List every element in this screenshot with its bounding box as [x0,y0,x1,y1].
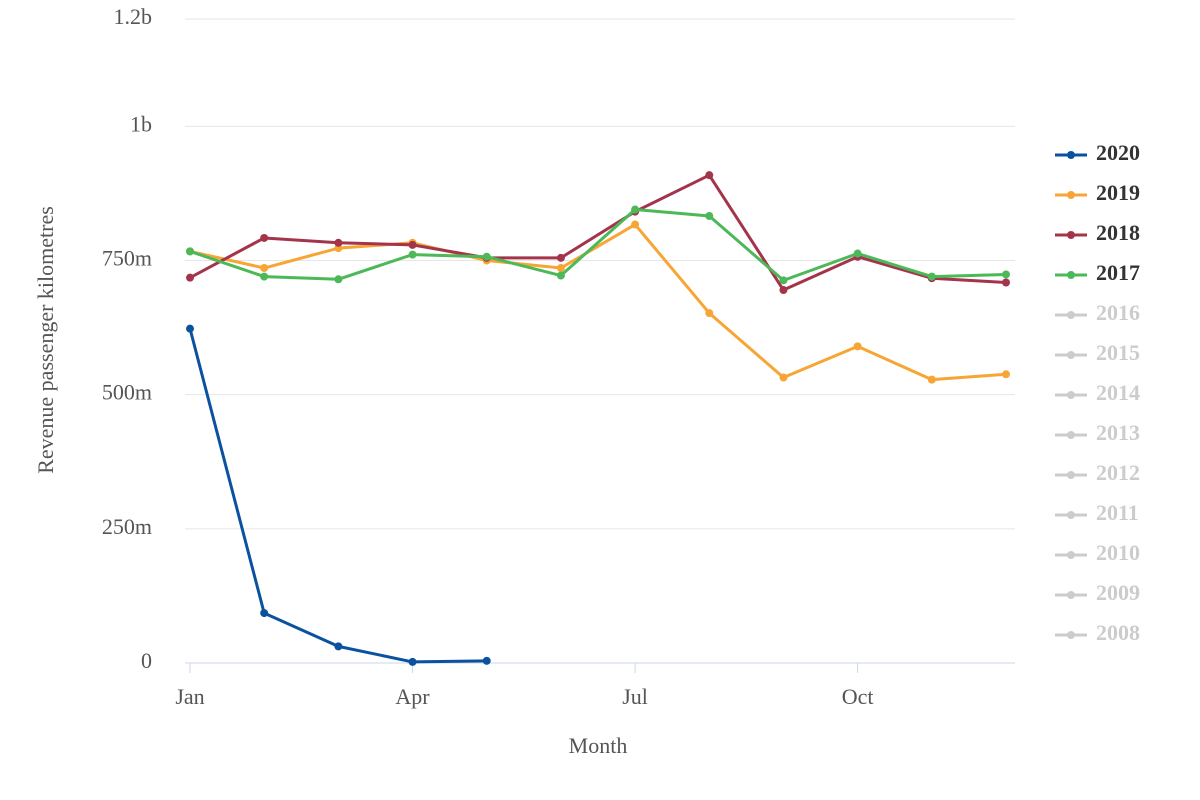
legend-marker [1067,511,1075,519]
legend-marker [1067,431,1075,439]
point [260,609,269,618]
x-axis-title: Month [569,733,628,758]
point [186,273,194,282]
x-tick-label: Apr [395,684,430,709]
point [853,249,862,258]
point [927,272,936,281]
point [482,252,491,261]
point [556,264,565,273]
point [1002,270,1010,279]
x-tick-label: Oct [842,684,874,709]
legend-marker [1067,471,1075,479]
legend-label: 2012 [1096,460,1140,485]
legend-marker [1067,231,1075,239]
point [260,264,269,273]
series-line [189,208,1007,282]
x-tick-label: Jul [622,684,648,709]
point [705,309,714,318]
legend-marker [1067,271,1075,279]
legend-marker [1067,151,1075,159]
point [705,211,714,220]
y-tick-label: 1b [130,111,152,136]
legend-label: 2015 [1096,340,1140,365]
legend-marker [1067,191,1075,199]
legend-label: 2009 [1096,580,1140,605]
legend-marker [1067,351,1075,359]
point [260,272,269,281]
point [556,253,565,262]
point [705,171,714,180]
legend-label: 2016 [1096,300,1140,325]
point [927,375,936,384]
point [631,205,640,214]
point [334,642,343,651]
point [408,657,417,666]
point [408,240,417,249]
point [779,373,788,382]
point [556,271,565,280]
point [1002,370,1010,379]
x-tick-label: Jan [175,684,204,709]
legend-label: 2014 [1096,380,1140,405]
legend-label: 2010 [1096,540,1140,565]
legend-label: 2018 [1096,220,1140,245]
legend-label: 2013 [1096,420,1140,445]
point [1002,278,1010,287]
point [779,276,788,285]
legend-label: 2017 [1096,260,1140,285]
y-tick-label: 750m [102,246,152,271]
legend-label: 2011 [1096,500,1139,525]
y-tick-label: 1.2b [114,4,153,29]
point [260,233,269,242]
point [853,342,862,351]
point [408,250,417,259]
legend-marker [1067,591,1075,599]
point [482,656,491,665]
legend-label: 2020 [1096,140,1140,165]
point [186,324,194,333]
point [334,238,343,247]
y-axis-title: Revenue passenger kilometres [33,206,58,474]
series-line [188,328,487,664]
y-tick-label: 0 [141,648,152,673]
point [631,220,640,229]
legend-marker [1067,551,1075,559]
legend-label: 2019 [1096,180,1140,205]
y-tick-label: 500m [102,380,152,405]
point [186,247,194,256]
series-line [189,173,1007,292]
series-line [189,223,1007,382]
y-tick-label: 250m [102,514,152,539]
point [779,286,788,295]
point [334,275,343,284]
legend-marker [1067,311,1075,319]
legend-marker [1067,631,1075,639]
legend-marker [1067,391,1075,399]
legend-label: 2008 [1096,620,1140,645]
